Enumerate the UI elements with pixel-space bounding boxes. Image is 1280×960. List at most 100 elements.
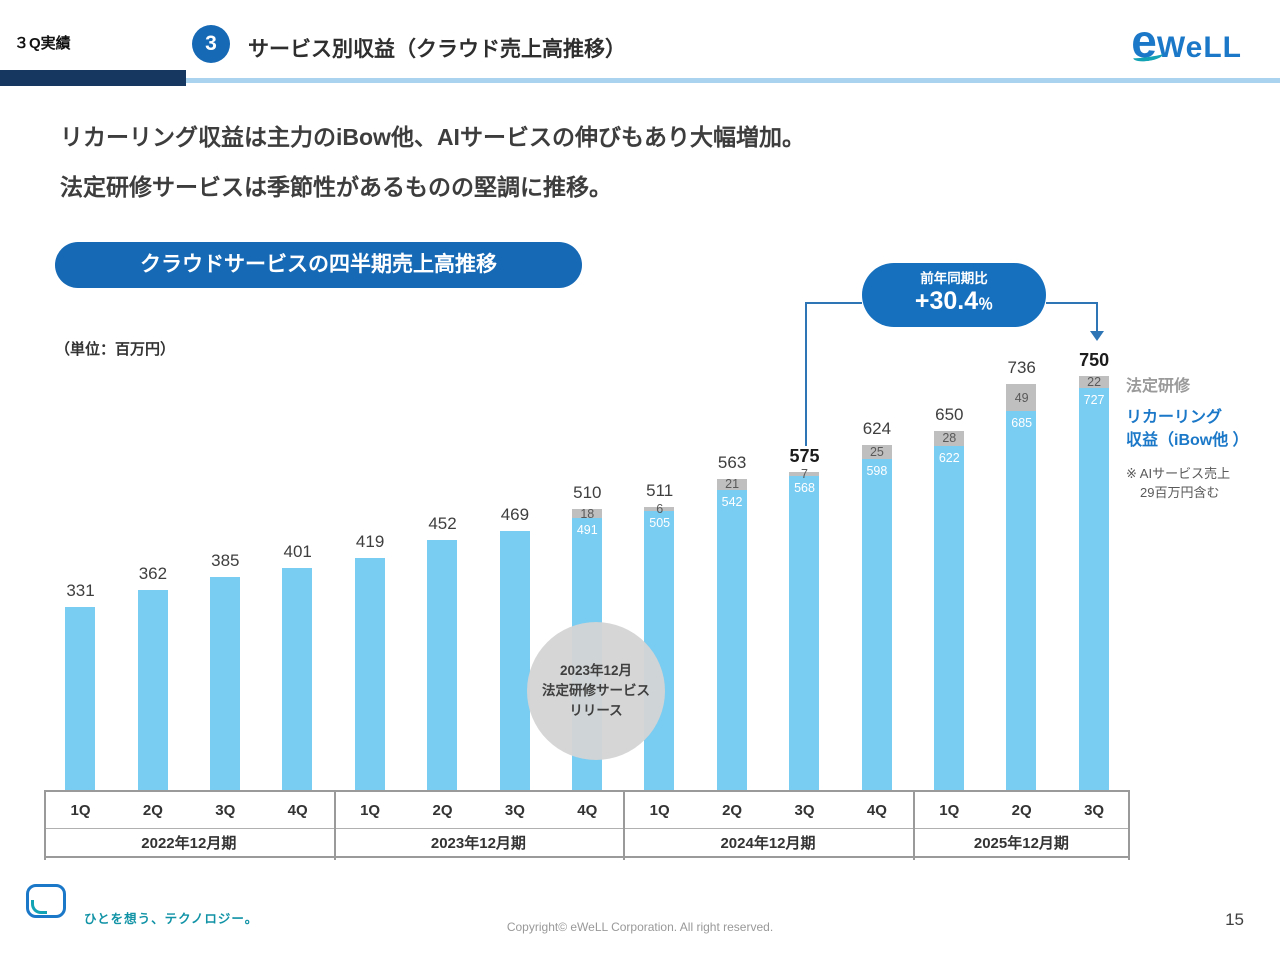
legend-training: 法定研修	[1126, 378, 1191, 395]
blue-segment-label: 727	[1083, 392, 1105, 407]
gray-segment-label: 18	[580, 506, 595, 521]
yoy-callout: 前年同期比 +30.4％	[862, 263, 1046, 327]
total-label: 750	[1079, 349, 1110, 370]
quarter-label: 1Q	[70, 802, 91, 819]
blue-segment-label: 598	[866, 464, 888, 479]
bar-segment-training	[934, 430, 964, 447]
bar-segment-recurring	[137, 589, 168, 790]
gray-segment-label: 22	[1087, 374, 1102, 389]
quarter-label: 4Q	[577, 802, 598, 819]
bar-1Q-0	[65, 606, 96, 790]
quarter-label: 3Q	[1084, 802, 1105, 819]
year-group-label: 2024年12月期	[720, 835, 816, 852]
release-annotation: 2023年12月 法定研修サービス リリース	[527, 622, 665, 760]
total-label: 401	[283, 542, 312, 562]
bar-3Q-2	[210, 577, 240, 790]
arrow-down-icon	[1090, 331, 1104, 341]
bar-segment-recurring	[1078, 387, 1109, 790]
lead-line-1: リカーリング収益は主力のiBow他、AIサービスの伸びもあり大幅増加。	[60, 124, 805, 150]
total-label: 362	[138, 563, 168, 583]
footer-logo-mark-icon	[26, 884, 66, 918]
quarter-label: 3Q	[504, 802, 525, 819]
bar-segment-recurring	[716, 490, 747, 790]
axis-divider	[333, 792, 336, 860]
axis-mid-line	[44, 828, 1130, 829]
annotation-line-2: 法定研修サービス	[542, 683, 650, 698]
quarter-label: 2Q	[722, 802, 743, 819]
yoy-callout-label: 前年同期比	[920, 271, 988, 286]
bar-segment-training	[644, 507, 675, 511]
blue-segment-label: 685	[1011, 416, 1033, 431]
quarter-label: 2Q	[432, 802, 453, 819]
quarter-tag: ３Q実績	[14, 35, 71, 52]
total-label: 452	[428, 514, 457, 534]
gray-segment-label: 6	[656, 502, 664, 517]
annotation-line-1: 2023年12月	[559, 663, 633, 678]
blue-segment-label: 542	[721, 495, 743, 510]
bar-2Q-1	[137, 589, 168, 790]
footer-copyright: Copyright© eWeLL Corporation. All right …	[506, 920, 774, 934]
total-label: 385	[211, 551, 240, 571]
quarter-label: 1Q	[649, 802, 670, 819]
gray-segment-label: 25	[869, 445, 884, 460]
lead-line-2: 法定研修サービスは季節性があるものの堅調に推移。	[60, 174, 612, 200]
bar-segment-training	[1078, 375, 1109, 388]
bar-4Q-11	[861, 445, 892, 790]
bar-segment-recurring	[934, 446, 964, 790]
logo-rest: WeLL	[1156, 31, 1242, 64]
bar-3Q-14	[1078, 375, 1109, 790]
bar-segment-recurring	[861, 459, 892, 790]
gray-segment-label: 21	[725, 477, 740, 492]
header-underline	[0, 78, 1280, 83]
total-label: 650	[935, 404, 964, 424]
bar-segment-recurring	[789, 475, 820, 790]
callout-connector-right-horizontal	[1046, 302, 1098, 304]
total-label: 575	[789, 446, 820, 467]
year-group-label: 2022年12月期	[141, 835, 237, 852]
chart-legend: 法定研修 リカーリング 収益（iBow他 ） ※ AIサービス売上 29百万円含…	[1126, 372, 1278, 502]
bar-segment-training	[1006, 384, 1037, 412]
total-label: 510	[573, 482, 602, 502]
total-label: 511	[646, 481, 674, 501]
gray-segment-label: 28	[942, 431, 957, 446]
logo-e: e	[1131, 15, 1157, 67]
blue-segment-label: 491	[576, 523, 598, 538]
axis-divider	[44, 792, 46, 860]
axis-divider	[1128, 792, 1130, 860]
quarter-label: 2Q	[142, 802, 163, 819]
axis-divider	[623, 792, 626, 860]
page-title: サービス別収益（クラウド売上高推移）	[248, 38, 626, 61]
bar-segment-recurring	[354, 558, 385, 790]
callout-connector-right-vertical	[1096, 302, 1098, 332]
bar-segment-recurring	[499, 530, 530, 790]
unit-label: （単位：百万円）	[55, 341, 176, 358]
chart-title-pill: クラウドサービスの四半期売上高推移	[55, 242, 582, 288]
yoy-callout-value: +30.4％	[914, 287, 994, 315]
lead-statement: リカーリング収益は主力のiBow他、AIサービスの伸びもあり大幅増加。 法定研修…	[60, 112, 805, 212]
section-number-badge: 3	[192, 25, 230, 63]
bar-3Q-10	[789, 472, 820, 790]
header-navy-bar	[0, 70, 186, 86]
total-label: 469	[500, 504, 530, 524]
callout-connector-left-vertical	[805, 302, 807, 446]
total-label: 563	[717, 452, 747, 472]
quarter-label: 4Q	[866, 802, 887, 819]
quarter-label: 1Q	[360, 802, 381, 819]
legend-recurring: リカーリング 収益（iBow他 ）	[1126, 409, 1249, 449]
bar-segment-training	[861, 445, 892, 460]
bar-segment-training	[572, 508, 602, 519]
total-label: 331	[66, 580, 95, 600]
gray-segment-label: 49	[1014, 390, 1029, 405]
blue-segment-label: 568	[794, 480, 815, 495]
footer-tagline: ひとを想う、テクノロジー。	[84, 912, 259, 926]
chart-axis: 1Q 2Q 3Q 4Q 1Q 2Q 3Q 4Q 1Q 2Q 3Q 4Q 1Q 2Q 3Q 2022年12月期 2…	[44, 790, 1130, 860]
page-number: 15	[1225, 910, 1244, 929]
quarter-label: 4Q	[287, 802, 308, 819]
blue-segment-label: 622	[938, 451, 960, 466]
quarter-label: 3Q	[794, 802, 815, 819]
year-group-label: 2023年12月期	[430, 835, 526, 852]
bar-3Q-6	[499, 530, 530, 790]
legend-ai-note: ※ AIサービス売上 29百万円含む	[1126, 466, 1231, 500]
bar-segment-recurring	[427, 540, 458, 790]
bar-segment-recurring	[210, 577, 240, 790]
